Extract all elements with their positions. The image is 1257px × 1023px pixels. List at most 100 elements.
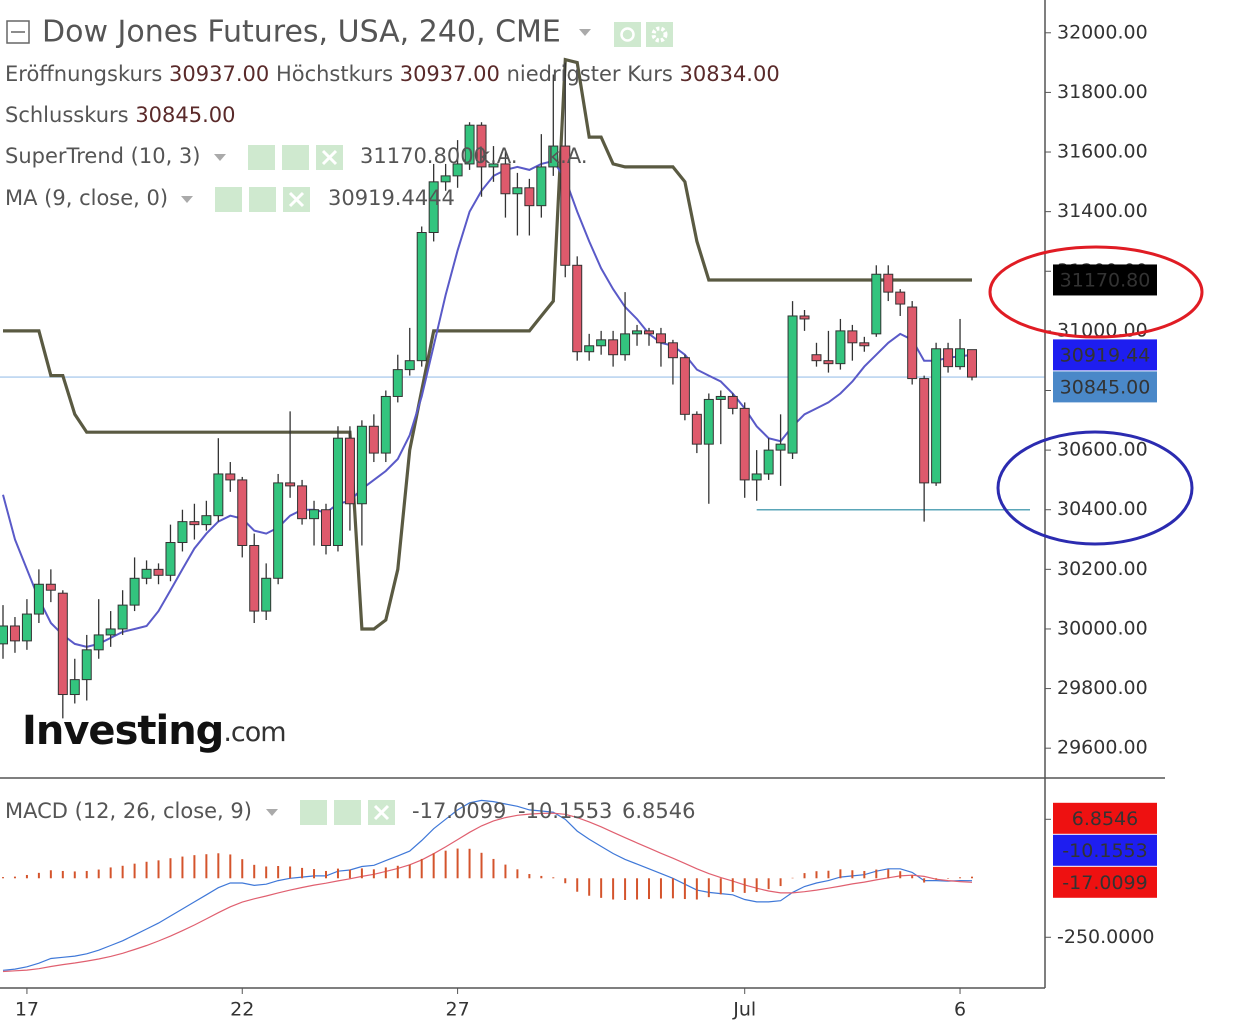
indicator-name: MA (9, close, 0) [5,186,168,210]
candle-body [667,342,678,359]
ohlc-value: 30937.00 [400,62,500,86]
candle-body [33,583,44,615]
price-label: 31170.80 [1060,269,1151,291]
price-label: 30919.44 [1060,344,1151,366]
candle-body [524,187,535,207]
eye-icon[interactable] [300,800,327,825]
candle-body [883,273,894,293]
candle-body [859,342,870,347]
price-label: -17.0099 [1062,872,1147,894]
x-tick-label: 6 [954,999,966,1021]
y-tick-label: 31400.00 [1057,200,1148,222]
eye-icon[interactable] [248,145,275,170]
candle-body [177,521,188,544]
price-label-box [1053,802,1157,834]
candle-body [871,273,882,335]
candle-body [823,360,834,365]
price-label-box [1053,866,1157,898]
eye-icon[interactable] [215,187,242,212]
indicator-name: SuperTrend (10, 3) [5,144,201,168]
ohlc-value: 30845.00 [135,103,235,127]
price-label: -10.1553 [1062,840,1147,862]
candle-body [596,339,607,347]
candle-body [201,515,212,526]
price-label: 6.8546 [1072,808,1138,830]
indicator-value: k.A. [548,144,588,168]
candle-body [512,187,523,195]
candle-body [835,330,846,365]
candle-body [907,306,918,380]
candle-body [464,124,475,165]
ohlc-name: Höchstkurs [276,62,393,86]
ohlc-value: 30937.00 [169,62,269,86]
y-tick-label: 29600.00 [1057,737,1148,759]
candle-body [536,166,547,207]
indicator-value: k.A. [478,144,518,168]
dropdown[interactable] [266,809,278,816]
y-tick-label: 30200.00 [1057,558,1148,580]
indicator-line [3,57,972,631]
candle-body [847,330,858,344]
candle-body [811,354,822,362]
candle-body [69,679,80,696]
indicator-value: -17.0099 [412,799,506,823]
eye-icon[interactable] [614,22,641,47]
price-label-box [1053,834,1157,866]
candle-body [440,175,451,183]
close-glyph [373,804,390,821]
candle-body [608,339,619,356]
candle-body [273,482,284,579]
ohlc-name: niedrigster Kurs [507,62,673,86]
y-tick-label: 30400.00 [1057,498,1148,520]
dropdown[interactable] [214,154,226,161]
x-tick-label: Jul [732,999,756,1021]
ohlc-name: Schlusskurs [5,103,129,127]
candle-body [344,437,355,505]
y-tick-label: 30000.00 [1057,617,1148,639]
candle-body [572,264,583,353]
axis-labels: 29600.00 29800.00 30000.00 30200.00 30400.00… [15,21,1157,1021]
candle-body [380,395,391,454]
price-label-box [1053,339,1157,371]
candle-body [644,330,654,335]
candle-body [213,473,224,517]
y-tick-label: 30600.00 [1057,439,1148,461]
candle-body [0,625,8,645]
candle-body [500,163,511,195]
candle-body [452,163,463,177]
candle-body [297,485,308,520]
candle-body [548,145,559,168]
dropdown[interactable] [181,196,193,203]
candle-body [404,360,415,371]
close-glyph [321,149,338,166]
icons [300,800,395,825]
ohlc-legend: Eröffnungskurs 30937.00 Höchstkurs 30937… [5,62,780,86]
candle-body [931,348,942,484]
y-tick-label: 32000.00 [1057,21,1148,43]
candle-body [57,592,68,696]
gear-icon[interactable] [249,187,276,212]
dropdown[interactable] [579,29,591,36]
candle-body [356,425,367,505]
candle-body [584,345,595,353]
candle-body [787,315,798,454]
candle-body [93,634,104,651]
gear-icon[interactable] [282,145,309,170]
icons [215,187,310,212]
candle-body [117,604,128,630]
candle-body [691,413,702,445]
close-glyph [288,191,305,208]
collapse-box[interactable] [6,20,30,44]
candle-body [309,509,320,520]
x-tick-label: 17 [15,999,39,1021]
eye-glyph [620,27,635,42]
watermark-name: Investing [22,708,223,754]
gear-icon[interactable] [334,800,361,825]
price-label: 30845.00 [1060,376,1151,398]
gear-icon[interactable] [646,22,673,47]
indicator-line [2,812,973,973]
indicator-value: 6.8546 [622,799,695,823]
candle-body [560,145,571,266]
